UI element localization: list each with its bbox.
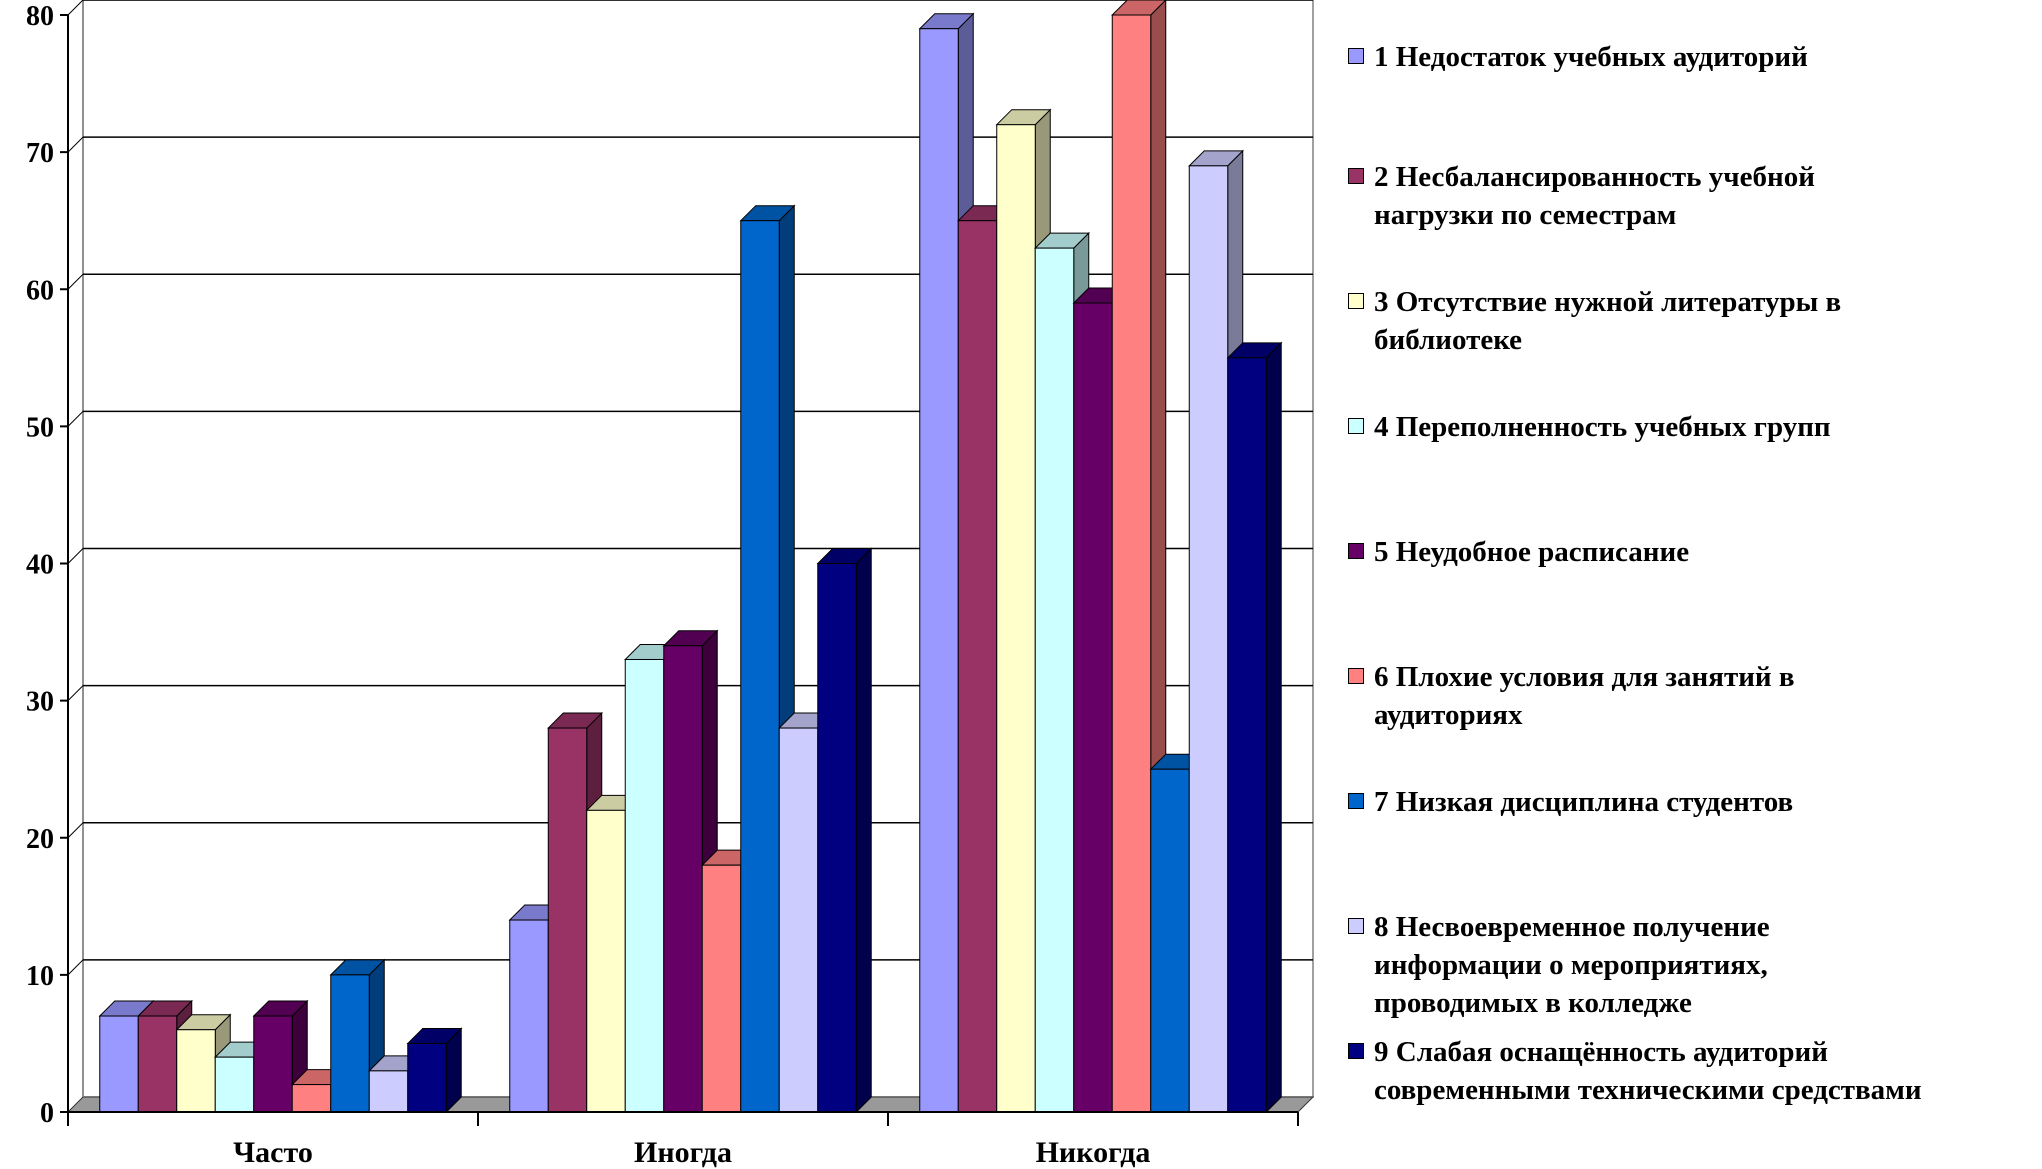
bar-front (547, 727, 588, 1113)
legend-item-9: 9 Слабая оснащённость аудиторий современ… (1348, 1033, 2038, 1109)
legend-item-4: 4 Переполненность учебных групп (1348, 408, 2038, 446)
legend-swatch-6 (1348, 668, 1364, 684)
x-tick-label: Иногда (634, 1136, 732, 1169)
legend-label-7: 7 Низкая дисциплина студентов (1374, 786, 1794, 818)
legend-label-9: 9 Слабая оснащённость аудиторий современ… (1374, 1036, 1922, 1106)
bar-front (663, 645, 703, 1113)
y-tick-label: 10 (26, 961, 54, 992)
y-axis-ticks: 0 10 20 30 40 50 60 70 80 (26, 1, 69, 1129)
legend-label-2: 2 Несбалансированность учебной нагрузки … (1374, 161, 1815, 231)
bars (98, 0, 1283, 1114)
y-tick-label: 20 (26, 824, 54, 855)
bar-front (1188, 165, 1229, 1113)
y-tick-label: 70 (26, 138, 54, 169)
bar-side (855, 547, 872, 1114)
bar-front (214, 1056, 255, 1113)
bar-front (1150, 768, 1190, 1113)
y-tick-label: 80 (26, 1, 54, 32)
bar-front (99, 1015, 139, 1113)
bar-front (701, 864, 742, 1113)
bar-side (1265, 341, 1282, 1114)
y-tick-label: 30 (26, 687, 54, 718)
bar-front (330, 974, 370, 1113)
bar-front (740, 220, 780, 1113)
legend-swatch-7 (1348, 793, 1364, 809)
gridline-side (67, 822, 84, 839)
bar-front (407, 1042, 447, 1113)
bar-front (957, 220, 998, 1113)
legend-swatch-1 (1348, 48, 1364, 64)
legend-label-6: 6 Плохие условия для занятий в аудитория… (1374, 661, 1795, 731)
gridline-side (67, 411, 84, 427)
bar-front (817, 563, 857, 1113)
legend-label-8: 8 Несвоевременное получение информации о… (1374, 911, 1770, 1019)
bar-front (586, 809, 626, 1113)
bar-front (509, 919, 549, 1113)
gridline-side (67, 0, 84, 16)
legend-item-5: 5 Неудобное расписание (1348, 533, 2038, 571)
bar-front (1227, 357, 1267, 1113)
x-axis: Часто Иногда Никогда (67, 1111, 1299, 1169)
gridline-side (67, 136, 84, 153)
legend-item-1: 1 Недостаток учебных аудиторий (1348, 38, 2038, 76)
y-tick-label: 40 (26, 550, 54, 581)
gridline-side (67, 959, 84, 976)
bar-front (291, 1084, 332, 1113)
legend-label-3: 3 Отсутствие нужной литературы в библиот… (1374, 286, 1842, 356)
bar-front (778, 727, 819, 1113)
gridline-side (67, 273, 84, 290)
bar-front (137, 1015, 178, 1113)
bar-chart: 0 10 20 30 40 50 60 70 80 Часто Иногда Никогда (26, 0, 1315, 1169)
legend-label-5: 5 Неудобное расписание (1374, 536, 1690, 568)
x-tick-label: Никогда (1036, 1136, 1151, 1169)
legend-swatch-3 (1348, 293, 1364, 309)
bar-front (1034, 247, 1075, 1113)
legend-item-8: 8 Несвоевременное получение информации о… (1348, 908, 2038, 1022)
legend-swatch-2 (1348, 168, 1364, 184)
y-tick-label: 50 (26, 412, 54, 443)
bar-9-1 (406, 1027, 463, 1114)
bar-9-3 (1226, 341, 1283, 1114)
gridline-side (67, 548, 84, 564)
legend-swatch-8 (1348, 918, 1364, 934)
bar-front (176, 1029, 216, 1113)
y-tick-label: 0 (40, 1098, 54, 1129)
legend-swatch-5 (1348, 543, 1364, 559)
legend-item-2: 2 Несбалансированность учебной нагрузки … (1348, 158, 2038, 234)
bar-front (253, 1015, 293, 1113)
legend-label-1: 1 Недостаток учебных аудиторий (1374, 41, 1808, 73)
bar-front (624, 658, 665, 1113)
legend-swatch-9 (1348, 1043, 1364, 1059)
legend-item-7: 7 Низкая дисциплина студентов (1348, 783, 2038, 821)
bar-front (1111, 14, 1152, 1113)
bar-front (368, 1070, 409, 1113)
y-tick-label: 60 (26, 275, 54, 306)
legend-swatch-4 (1348, 418, 1364, 434)
legend-item-6: 6 Плохие условия для занятий в аудитория… (1348, 658, 2038, 734)
bar-front (1073, 302, 1113, 1113)
bar-front (996, 124, 1036, 1113)
bar-front (919, 28, 959, 1113)
bar-9-2 (816, 547, 873, 1114)
legend-item-3: 3 Отсутствие нужной литературы в библиот… (1348, 283, 2038, 359)
x-tick-label: Часто (233, 1136, 313, 1169)
legend-label-4: 4 Переполненность учебных групп (1374, 411, 1831, 443)
gridline-side (67, 685, 84, 701)
